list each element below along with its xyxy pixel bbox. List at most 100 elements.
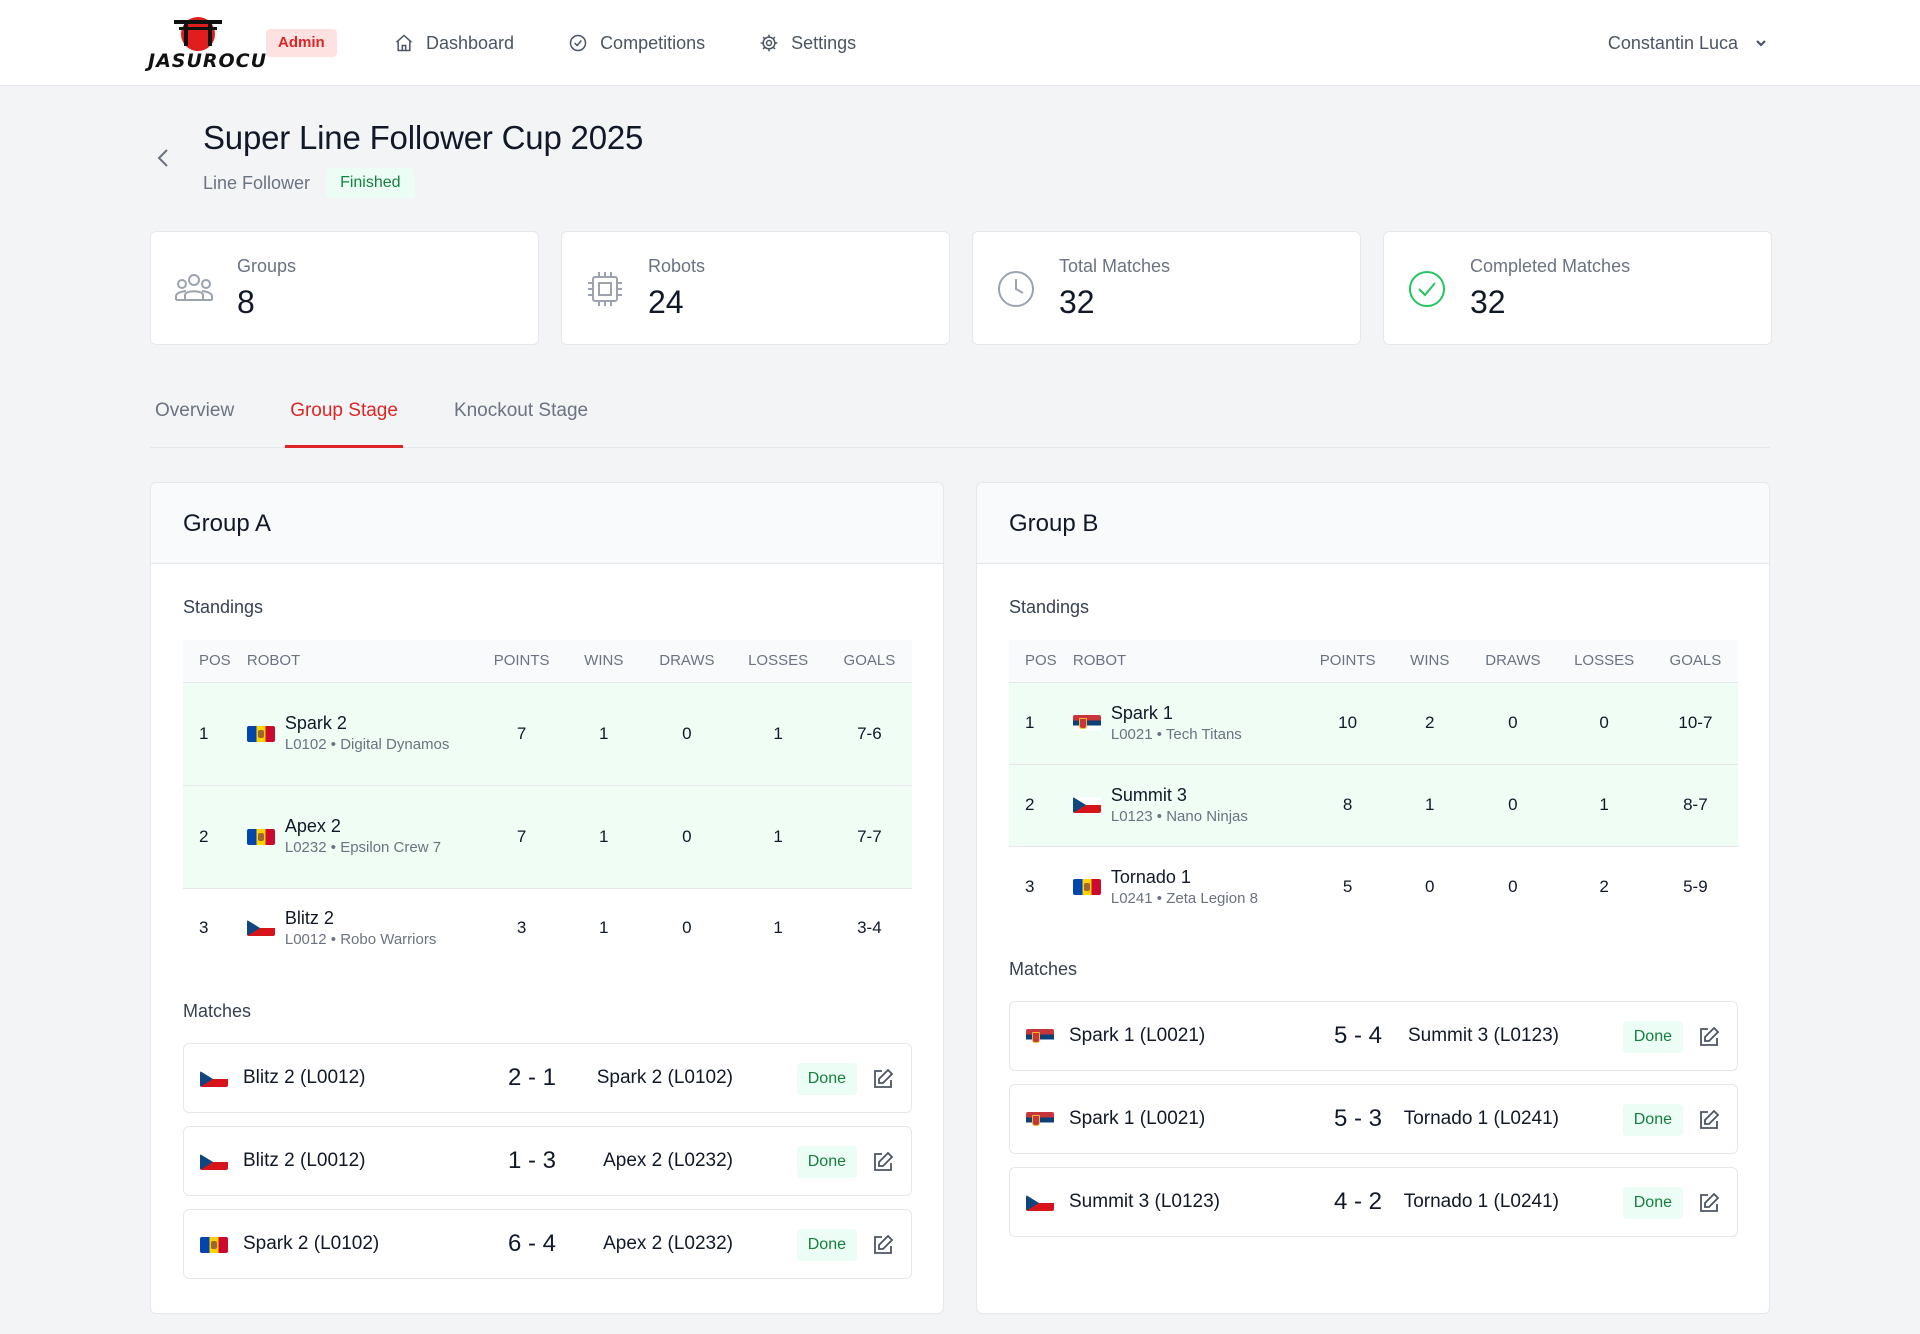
nav-competitions-label: Competitions: [600, 32, 706, 53]
robot-code: L0232: [284, 839, 327, 856]
serbia-flag-icon: [1026, 1029, 1054, 1045]
col-draws: DRAWS: [644, 640, 730, 682]
wins-cell: 1: [1389, 763, 1471, 846]
table-row[interactable]: 3 Blitz 2 L0012 • Robo Warriors 3 1 0 1 …: [183, 887, 912, 968]
check-circle-icon: [569, 34, 587, 52]
match-score: 5 - 3: [1333, 1105, 1383, 1132]
table-row[interactable]: 1 Spark 1 L0021 • Tech Titans 10 2 0 0 1…: [1009, 681, 1738, 764]
robot-cell: Tornado 1 L0241 • Zeta Legion 8: [1072, 845, 1307, 928]
torii-logo-icon: [174, 17, 222, 51]
edit-match-button[interactable]: [871, 1150, 895, 1174]
draws-cell: 0: [644, 681, 730, 785]
away-robot: Apex 2 (L0232): [603, 1150, 733, 1171]
table-row[interactable]: 3 Tornado 1 L0241 • Zeta Legion 8 5 0 0 …: [1009, 845, 1738, 928]
edit-match-button[interactable]: [871, 1067, 895, 1091]
robot-name: Apex 2: [284, 816, 341, 836]
draws-cell: 0: [1470, 845, 1556, 928]
top-navbar: JASUROCU Admin Dashboard Competitions Se…: [0, 0, 1920, 86]
table-row[interactable]: 1 Spark 2 L0102 • Digital Dynamos 7 1 0 …: [183, 681, 912, 785]
match-card: Spark 1 (L0021) 5 - 4 Summit 3 (L0123) D…: [1009, 1001, 1738, 1071]
back-button[interactable]: [152, 146, 176, 170]
robot-cell: Summit 3 L0123 • Nano Ninjas: [1072, 763, 1307, 846]
robot-team: Tech Titans: [1165, 725, 1242, 743]
col-goals: GOALS: [826, 640, 912, 682]
edit-icon: [874, 1234, 894, 1254]
col-pos: POS: [183, 640, 247, 682]
tab-knockout-stage[interactable]: Knockout Stage: [453, 400, 589, 421]
draws-cell: 0: [1470, 681, 1556, 764]
serbia-flag-icon: [1072, 715, 1101, 731]
tab-group-stage[interactable]: Group Stage: [285, 390, 403, 448]
goals-cell: 5-9: [1652, 845, 1738, 928]
standings-label: Standings: [1009, 597, 1090, 617]
points-cell: 8: [1306, 763, 1390, 846]
col-losses: LOSSES: [1555, 640, 1653, 682]
points-cell: 7: [480, 784, 564, 888]
goals-cell: 7-7: [826, 784, 912, 888]
home-robot: Summit 3 (L0123): [1069, 1191, 1221, 1212]
home-robot: Blitz 2 (L0012): [243, 1067, 366, 1088]
tab-overview[interactable]: Overview: [155, 400, 235, 421]
wins-cell: 1: [563, 887, 645, 968]
standings-header-row: POS ROBOT POINTS WINS DRAWS LOSSES GOALS: [183, 640, 912, 682]
away-robot: Tornado 1 (L0241): [1403, 1191, 1559, 1212]
robot-cell: Blitz 2 L0012 • Robo Warriors: [246, 887, 481, 968]
moldova-flag-icon: [200, 1237, 228, 1253]
jasurocu-logo[interactable]: JASUROCU: [148, 14, 266, 72]
robot-name: Spark 2: [284, 713, 347, 733]
table-row[interactable]: 2 Summit 3 L0123 • Nano Ninjas 8 1 0 1 8…: [1009, 763, 1738, 846]
nav-competitions[interactable]: Competitions: [568, 33, 705, 54]
losses-cell: 1: [1555, 763, 1653, 846]
table-row[interactable]: 2 Apex 2 L0232 • Epsilon Crew 7 7 1 0 1 …: [183, 784, 912, 888]
gear-icon: [760, 34, 778, 52]
nav-settings[interactable]: Settings: [759, 33, 856, 54]
czech-flag-icon: [1072, 797, 1101, 813]
col-pos: POS: [1009, 640, 1073, 682]
stat-card-total-matches: Total Matches 32: [972, 231, 1361, 345]
page-title: Super Line Follower Cup 2025: [203, 119, 644, 156]
moldova-flag-icon: [246, 725, 275, 742]
matches-label: Matches: [183, 1001, 252, 1021]
edit-match-button[interactable]: [1697, 1108, 1721, 1132]
main-nav: Dashboard Competitions Settings: [394, 0, 856, 86]
points-cell: 7: [480, 681, 564, 785]
edit-icon: [874, 1068, 894, 1088]
competition-category: Line Follower: [203, 172, 311, 193]
robot-name: Blitz 2: [284, 907, 334, 928]
user-menu[interactable]: Constantin Luca: [1608, 0, 1768, 86]
pos-cell: 2: [183, 784, 247, 888]
czech-flag-icon: [200, 1071, 228, 1087]
match-status-badge: Done: [796, 1063, 857, 1095]
col-draws: DRAWS: [1470, 640, 1556, 682]
edit-match-button[interactable]: [1697, 1191, 1721, 1215]
robot-meta: L0012 • Robo Warriors: [284, 930, 437, 948]
moldova-flag-icon: [246, 828, 275, 845]
col-losses: LOSSES: [729, 640, 827, 682]
stat-value: 32: [1470, 284, 1506, 320]
robot-team: Digital Dynamos: [340, 736, 450, 753]
matches-label: Matches: [1009, 959, 1078, 979]
robot-team: Robo Warriors: [340, 930, 437, 948]
edit-match-button[interactable]: [1697, 1025, 1721, 1049]
robot-team: Nano Ninjas: [1166, 807, 1248, 825]
stat-value: 32: [1059, 284, 1095, 320]
goals-cell: 3-4: [826, 887, 912, 968]
status-badge: Finished: [326, 168, 415, 198]
serbia-flag-icon: [1026, 1112, 1054, 1128]
robot-name: Summit 3: [1110, 784, 1187, 805]
col-robot: ROBOT: [1072, 640, 1307, 682]
edit-icon: [1700, 1109, 1720, 1129]
robot-meta: L0123 • Nano Ninjas: [1110, 807, 1248, 825]
edit-match-button[interactable]: [871, 1233, 895, 1257]
nav-dashboard[interactable]: Dashboard: [394, 33, 514, 54]
robot-code: L0241: [1110, 889, 1153, 907]
czech-flag-icon: [1026, 1195, 1054, 1211]
nav-dashboard-label: Dashboard: [426, 32, 515, 53]
standings-header-row: POS ROBOT POINTS WINS DRAWS LOSSES GOALS: [1009, 640, 1738, 682]
pos-cell: 2: [1009, 763, 1073, 846]
col-points: POINTS: [1306, 640, 1390, 682]
losses-cell: 2: [1555, 845, 1653, 928]
home-icon: [396, 34, 412, 52]
match-score: 5 - 4: [1333, 1022, 1383, 1049]
col-wins: WINS: [1389, 640, 1471, 682]
